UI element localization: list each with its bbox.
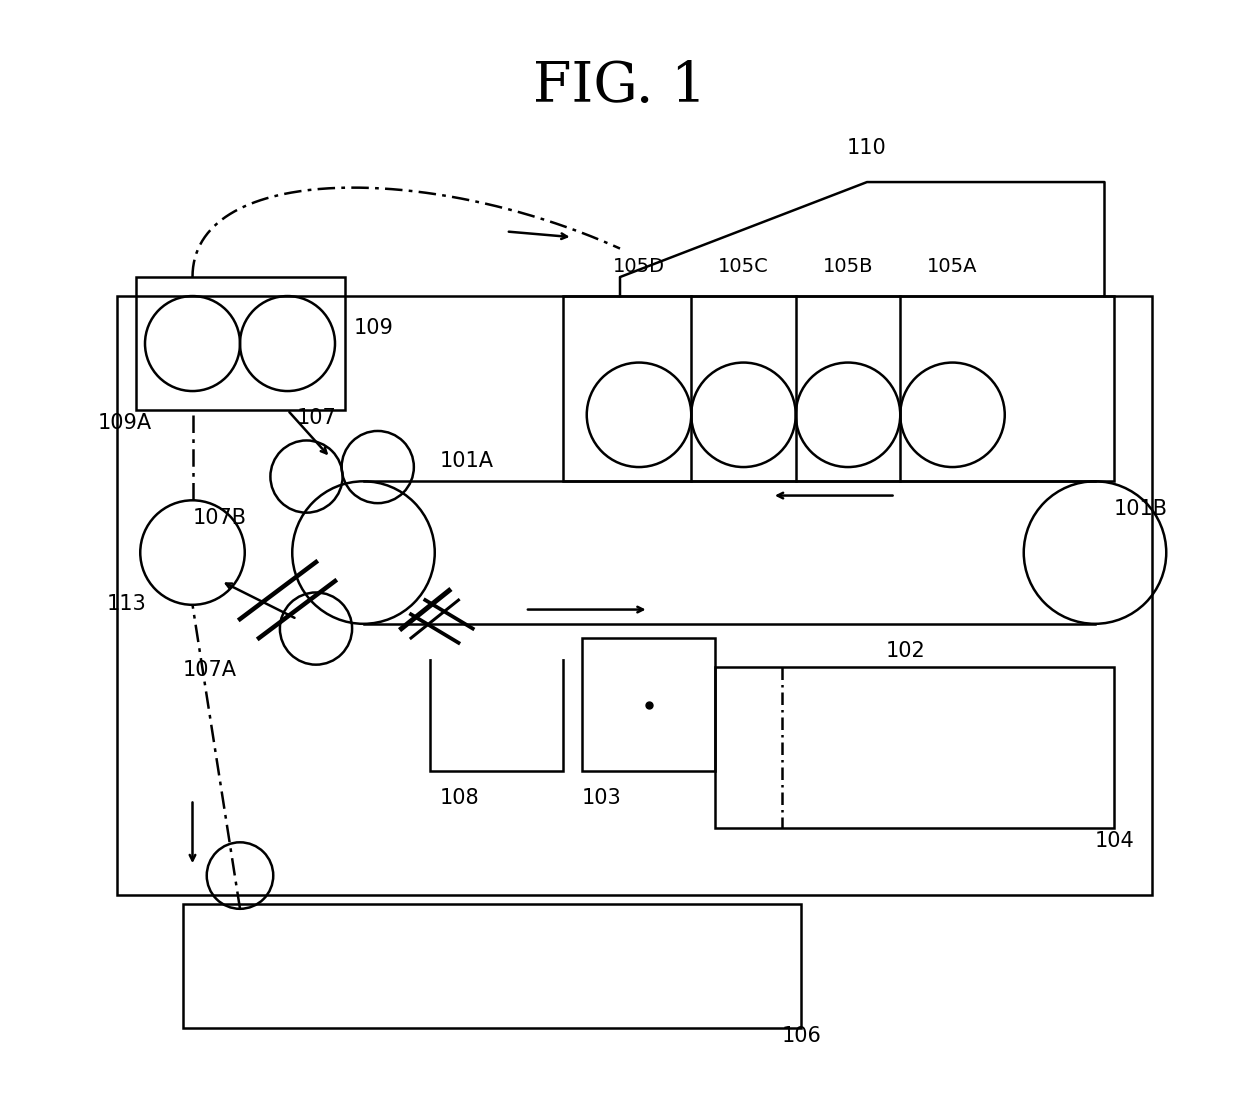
- Text: 101A: 101A: [439, 451, 494, 471]
- Text: 105C: 105C: [718, 258, 769, 276]
- Bar: [135, 278, 345, 410]
- Text: 109: 109: [353, 318, 394, 338]
- Bar: [184, 904, 801, 1028]
- Text: 105D: 105D: [613, 258, 665, 276]
- Text: 110: 110: [847, 137, 887, 158]
- Text: 107A: 107A: [184, 660, 237, 680]
- Text: 101B: 101B: [1114, 498, 1168, 519]
- Bar: [715, 667, 1114, 828]
- Text: 102: 102: [887, 641, 926, 661]
- Text: 106: 106: [781, 1026, 821, 1045]
- Text: 105A: 105A: [928, 258, 978, 276]
- Text: 107B: 107B: [192, 508, 247, 528]
- Text: 105B: 105B: [823, 258, 873, 276]
- Bar: [117, 296, 1152, 894]
- Bar: [582, 638, 715, 771]
- Text: 108: 108: [439, 789, 479, 808]
- Text: 107: 107: [298, 408, 337, 428]
- Text: FIG. 1: FIG. 1: [533, 59, 707, 114]
- Text: 103: 103: [582, 789, 621, 808]
- Bar: [563, 296, 1114, 482]
- Bar: [430, 657, 563, 771]
- Text: 104: 104: [1095, 832, 1135, 851]
- Text: 113: 113: [107, 593, 146, 613]
- Text: 109A: 109A: [98, 414, 151, 433]
